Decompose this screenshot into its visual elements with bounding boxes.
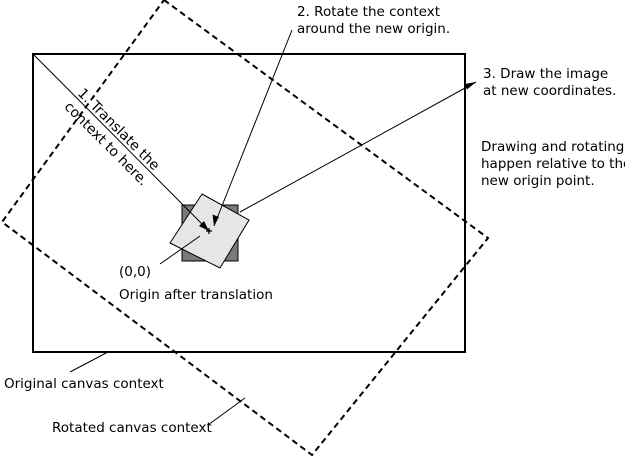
translate-leader-line: [33, 54, 210, 232]
step3-label-line1: 3. Draw the image: [483, 66, 608, 82]
rotated-canvas-leader-line: [207, 397, 246, 426]
step2-label-line1: 2. Rotate the context: [297, 4, 440, 20]
rotate-leader-line: [213, 29, 293, 227]
note-line3: new origin point.: [481, 173, 595, 189]
origin-leader-line: [159, 235, 201, 265]
original-canvas-rect: [32, 53, 466, 353]
original-canvas-caption: Original canvas context: [4, 376, 164, 392]
note-line1: Drawing and rotating: [481, 139, 624, 155]
rotated-canvas-rect: [0, 0, 490, 457]
rotate-arrowhead: [212, 214, 219, 226]
draw-arrowhead: [464, 82, 476, 90]
draw-leader-line: [239, 81, 477, 213]
origin-coords-label: (0,0): [119, 264, 151, 280]
step1-label: 1. Translate the context to here.: [61, 86, 163, 190]
step2-label-line2: around the new origin.: [297, 21, 450, 37]
original-canvas-leader-line: [69, 351, 109, 373]
origin-caption: Origin after translation: [119, 287, 273, 303]
rotated-canvas-caption: Rotated canvas context: [52, 420, 212, 436]
translate-arrowhead: [199, 221, 209, 231]
step3-label-line2: at new coordinates.: [483, 83, 616, 99]
note-line2: happen relative to the: [481, 156, 625, 172]
